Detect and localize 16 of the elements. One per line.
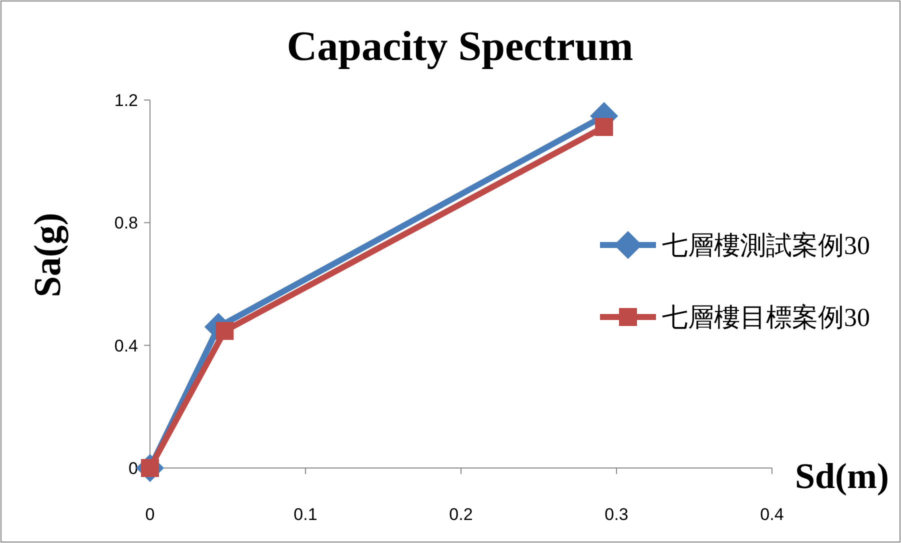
legend-label: 七層樓測試案例30 xyxy=(662,231,870,260)
point xyxy=(216,322,234,340)
y-tick-label: 0.8 xyxy=(114,214,138,233)
chart-title: Capacity Spectrum xyxy=(286,24,634,70)
x-tick-label: 0.4 xyxy=(760,505,784,524)
legend-label: 七層樓目標案例30 xyxy=(662,303,870,332)
y-tick-label: 0 xyxy=(128,459,138,478)
x-tick-label: 0.2 xyxy=(449,505,473,524)
x-tick-label: 0.3 xyxy=(604,505,628,524)
x-tick-label: 0.1 xyxy=(294,505,318,524)
point xyxy=(595,118,614,136)
y-axis-title: Sa(g) xyxy=(27,212,69,298)
x-tick-label: 0 xyxy=(145,505,155,524)
y-tick-label: 0.4 xyxy=(114,336,138,356)
y-tick-label: 1.2 xyxy=(114,91,138,110)
x-axis-title: Sd(m) xyxy=(794,456,890,496)
